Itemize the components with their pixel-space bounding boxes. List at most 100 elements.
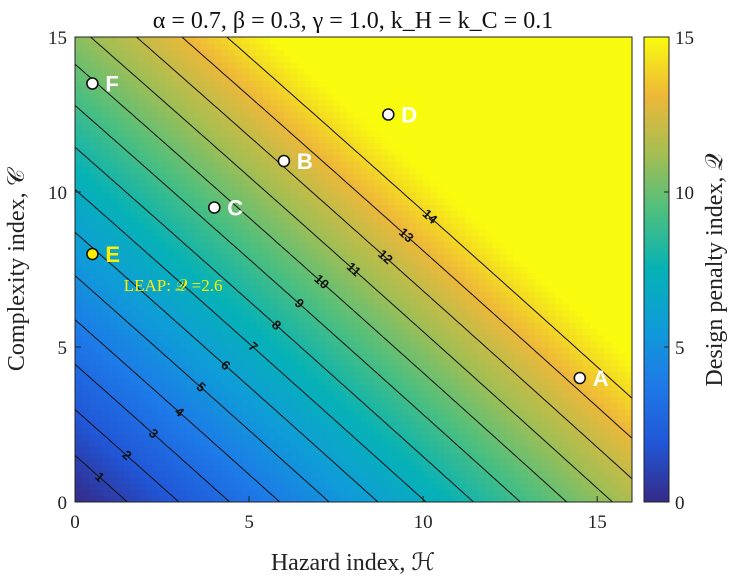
heatmap-cell xyxy=(137,371,146,379)
heatmap-cell xyxy=(444,49,452,57)
heatmap-cell xyxy=(478,123,487,131)
heatmap-cell xyxy=(75,384,83,391)
heatmap-cell xyxy=(325,136,334,143)
heatmap-cell xyxy=(151,427,160,435)
heatmap-cell xyxy=(172,371,181,379)
heatmap-cell xyxy=(464,61,473,69)
heatmap-cell xyxy=(423,49,431,57)
heatmap-cell xyxy=(276,223,285,230)
heatmap-cell xyxy=(464,421,473,429)
heatmap-cell xyxy=(200,421,208,429)
heatmap-cell xyxy=(123,396,132,404)
heatmap-cell xyxy=(290,347,299,354)
heatmap-cell xyxy=(221,272,229,280)
heatmap-cell xyxy=(513,285,522,292)
heatmap-cell xyxy=(88,340,97,348)
heatmap-cell xyxy=(360,105,369,112)
heatmap-cell xyxy=(158,154,167,162)
heatmap-cell xyxy=(186,452,194,460)
heatmap-cell xyxy=(485,378,494,385)
heatmap-cell xyxy=(102,477,111,484)
heatmap-cell xyxy=(242,483,250,491)
heatmap-cell xyxy=(513,415,522,422)
heatmap-cell xyxy=(527,409,536,416)
heatmap-cell xyxy=(492,130,501,137)
heatmap-cell xyxy=(374,458,382,466)
heatmap-cell xyxy=(457,216,466,224)
heatmap-cell xyxy=(207,440,215,447)
heatmap-cell xyxy=(409,154,417,162)
heatmap-cell xyxy=(402,291,410,298)
heatmap-cell xyxy=(186,427,194,435)
heatmap-cell xyxy=(339,390,348,398)
heatmap-cell xyxy=(318,235,327,243)
heatmap-cell xyxy=(360,210,369,218)
heatmap-cell xyxy=(242,396,250,404)
heatmap-cell xyxy=(311,489,320,497)
heatmap-cell xyxy=(430,477,438,484)
heatmap-cell xyxy=(332,347,341,354)
heatmap-cell xyxy=(450,260,459,267)
heatmap-cell xyxy=(471,117,480,125)
heatmap-cell xyxy=(256,452,264,460)
heatmap-cell xyxy=(137,86,146,94)
heatmap-cell xyxy=(360,241,369,249)
heatmap-cell xyxy=(102,86,111,94)
heatmap-cell xyxy=(186,192,194,199)
heatmap-cell xyxy=(81,353,90,360)
heatmap-cell xyxy=(235,74,243,81)
heatmap-cell xyxy=(409,316,417,323)
heatmap-cell xyxy=(353,161,362,168)
heatmap-cell xyxy=(520,402,529,410)
heatmap-cell xyxy=(249,49,257,57)
heatmap-cell xyxy=(520,396,529,404)
heatmap-cell xyxy=(75,452,83,460)
heatmap-cell xyxy=(75,37,83,44)
heatmap-cell xyxy=(423,167,431,174)
heatmap-cell xyxy=(513,272,522,280)
heatmap-cell xyxy=(242,384,250,391)
heatmap-cell xyxy=(318,396,327,404)
heatmap-cell xyxy=(381,347,389,354)
heatmap-cell xyxy=(242,92,250,100)
heatmap-cell xyxy=(485,117,494,125)
heatmap-cell xyxy=(360,272,369,280)
heatmap-cell xyxy=(102,427,111,435)
heatmap-cell xyxy=(395,136,403,143)
heatmap-cell xyxy=(311,334,320,342)
heatmap-cell xyxy=(81,74,90,81)
heatmap-cell xyxy=(318,173,327,181)
heatmap-cell xyxy=(527,328,536,336)
heatmap-cell xyxy=(311,446,320,453)
heatmap-cell xyxy=(221,477,229,484)
heatmap-cell xyxy=(151,117,160,125)
heatmap-cell xyxy=(116,272,125,280)
heatmap-cell xyxy=(235,396,243,404)
heatmap-cell xyxy=(457,210,466,218)
heatmap-cell xyxy=(423,334,431,342)
heatmap-cell xyxy=(304,340,313,348)
heatmap-cell xyxy=(221,365,229,373)
heatmap-cell xyxy=(492,148,501,156)
heatmap-cell xyxy=(283,229,292,236)
heatmap-cell xyxy=(457,254,466,261)
heatmap-cell xyxy=(492,347,501,354)
heatmap-cell xyxy=(381,390,389,398)
heatmap-cell xyxy=(290,340,299,348)
heatmap-cell xyxy=(353,61,362,69)
heatmap-cell xyxy=(513,241,522,249)
heatmap-cell xyxy=(102,359,111,367)
heatmap-cell xyxy=(381,55,389,63)
heatmap-cell xyxy=(325,142,334,150)
heatmap-cell xyxy=(200,291,208,298)
heatmap-cell xyxy=(332,179,341,187)
heatmap-cell xyxy=(485,489,494,497)
heatmap-cell xyxy=(249,86,257,94)
heatmap-cell xyxy=(228,43,236,50)
heatmap-cell xyxy=(193,334,201,342)
heatmap-cell xyxy=(269,241,278,249)
heatmap-cell xyxy=(262,347,271,354)
heatmap-cell xyxy=(388,291,396,298)
heatmap-cell xyxy=(158,167,167,174)
heatmap-cell xyxy=(423,229,431,236)
